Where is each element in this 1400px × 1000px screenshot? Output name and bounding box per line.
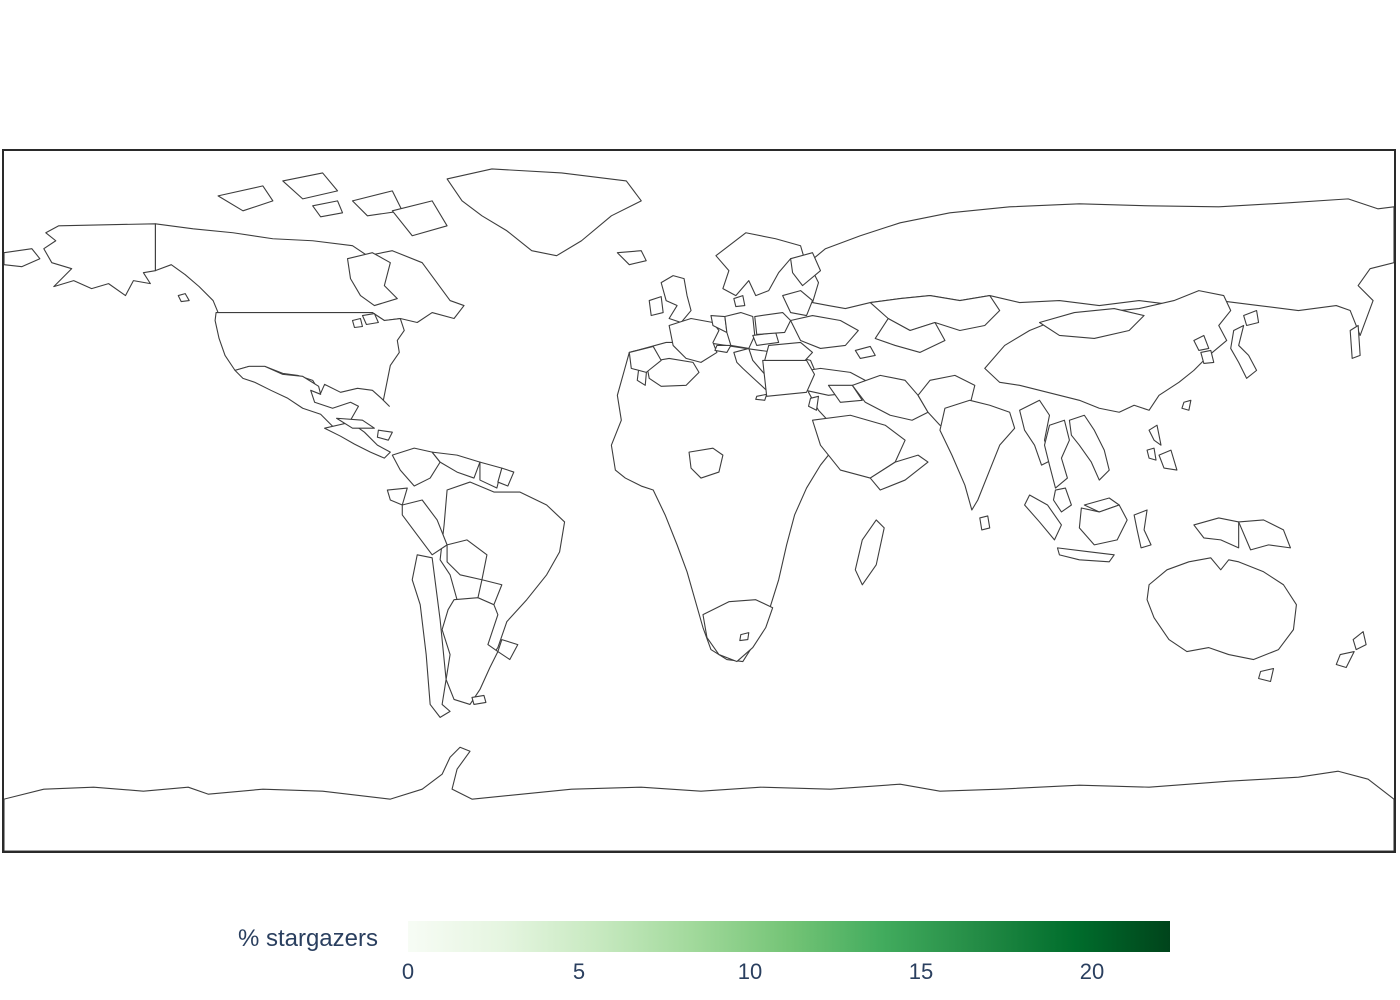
country-finland (790, 252, 822, 287)
country-ireland (648, 296, 664, 317)
country-usa-aleutians (177, 293, 190, 303)
colorbar-gradient (408, 921, 1170, 952)
colorbar-tick-15: 15 (908, 959, 934, 984)
country-scandinavia (715, 232, 807, 297)
country-papua-new-guinea (1238, 519, 1291, 551)
country-japan-honshu (1230, 324, 1258, 379)
country-indonesia-sulawesi (1133, 509, 1152, 549)
country-australia-tasmania (1258, 667, 1275, 683)
country-sri-lanka (979, 515, 991, 531)
country-philippines-1 (1148, 424, 1162, 446)
country-sakhalin (1349, 324, 1361, 359)
country-canada-baffin (391, 200, 448, 237)
country-uruguay (497, 639, 519, 661)
country-morocco (628, 345, 662, 373)
country-italy-sicily (755, 393, 768, 401)
country-uk (660, 275, 692, 324)
country-indonesia-papua (1193, 517, 1240, 549)
country-mongolia (1038, 308, 1145, 340)
country-indonesia-java (1056, 547, 1115, 563)
country-madagascar (854, 519, 885, 586)
country-indonesia-kalimantan (1078, 504, 1128, 546)
country-ecuador (386, 487, 408, 506)
country-dominican-republic (376, 429, 393, 441)
country-iran (851, 374, 929, 421)
country-baltics-belarus (782, 290, 814, 317)
country-argentina (441, 597, 499, 705)
country-antarctica (4, 746, 1394, 851)
country-france (668, 317, 720, 363)
country-india (939, 399, 1016, 511)
country-malaysia-peninsula (1052, 487, 1072, 513)
country-vietnam-laos (1068, 414, 1110, 481)
water-hudson-bay (346, 252, 398, 307)
country-spain (645, 357, 700, 387)
country-guyana-suriname (479, 461, 503, 489)
country-poland (754, 311, 792, 336)
country-iraq-syria (827, 384, 863, 403)
country-caucasus (854, 345, 876, 359)
choropleth-svg (4, 168, 1394, 851)
country-switzerland (714, 344, 732, 353)
colorbar-tick-10: 10 (737, 959, 763, 984)
country-philippines-3 (1146, 447, 1157, 461)
country-australia (1146, 557, 1297, 661)
country-nigeria (688, 447, 724, 479)
country-chile (411, 554, 451, 718)
country-peru (401, 499, 448, 556)
country-thailand (1043, 419, 1070, 489)
country-canada-island-1 (217, 185, 274, 212)
country-colombia (391, 447, 441, 487)
country-japan-hokkaido (1243, 309, 1260, 327)
country-germany (724, 311, 756, 349)
colorbar-label: % stargazers (237, 925, 378, 952)
country-egypt (762, 359, 816, 397)
water-great-lake-1 (361, 312, 379, 326)
country-south-korea (1200, 349, 1215, 364)
country-south-africa (702, 599, 774, 663)
country-iceland (616, 250, 647, 266)
country-usa-alaska (43, 223, 156, 297)
country-falkland-islands (471, 694, 487, 705)
country-yemen-oman (869, 454, 929, 491)
country-new-zealand-north (1352, 631, 1367, 651)
country-new-zealand-south (1335, 651, 1355, 669)
water-arctic-island (312, 200, 344, 218)
country-russia-fragment (4, 248, 41, 268)
country-indonesia-sumatra (1024, 494, 1062, 541)
country-central-asia (874, 317, 946, 353)
country-israel (807, 395, 820, 411)
country-north-korea (1193, 334, 1210, 351)
country-ukraine (790, 314, 859, 349)
colorbar-tick-5: 5 (572, 959, 586, 984)
country-denmark (733, 295, 746, 308)
country-taiwan (1181, 399, 1192, 411)
colorbar-tick-0: 0 (401, 959, 415, 984)
country-canada-island-2 (282, 172, 339, 200)
water-great-lake-2 (351, 317, 364, 329)
country-greenland (446, 168, 642, 257)
country-canada (154, 223, 465, 324)
world-map (2, 149, 1396, 853)
country-mexico (234, 365, 360, 429)
country-philippines-2 (1158, 449, 1178, 471)
country-french-guiana (497, 467, 515, 487)
country-lesotho (739, 632, 750, 642)
country-cuba (336, 417, 375, 429)
colorbar-tick-20: 20 (1079, 959, 1105, 984)
country-venezuela (431, 451, 481, 479)
